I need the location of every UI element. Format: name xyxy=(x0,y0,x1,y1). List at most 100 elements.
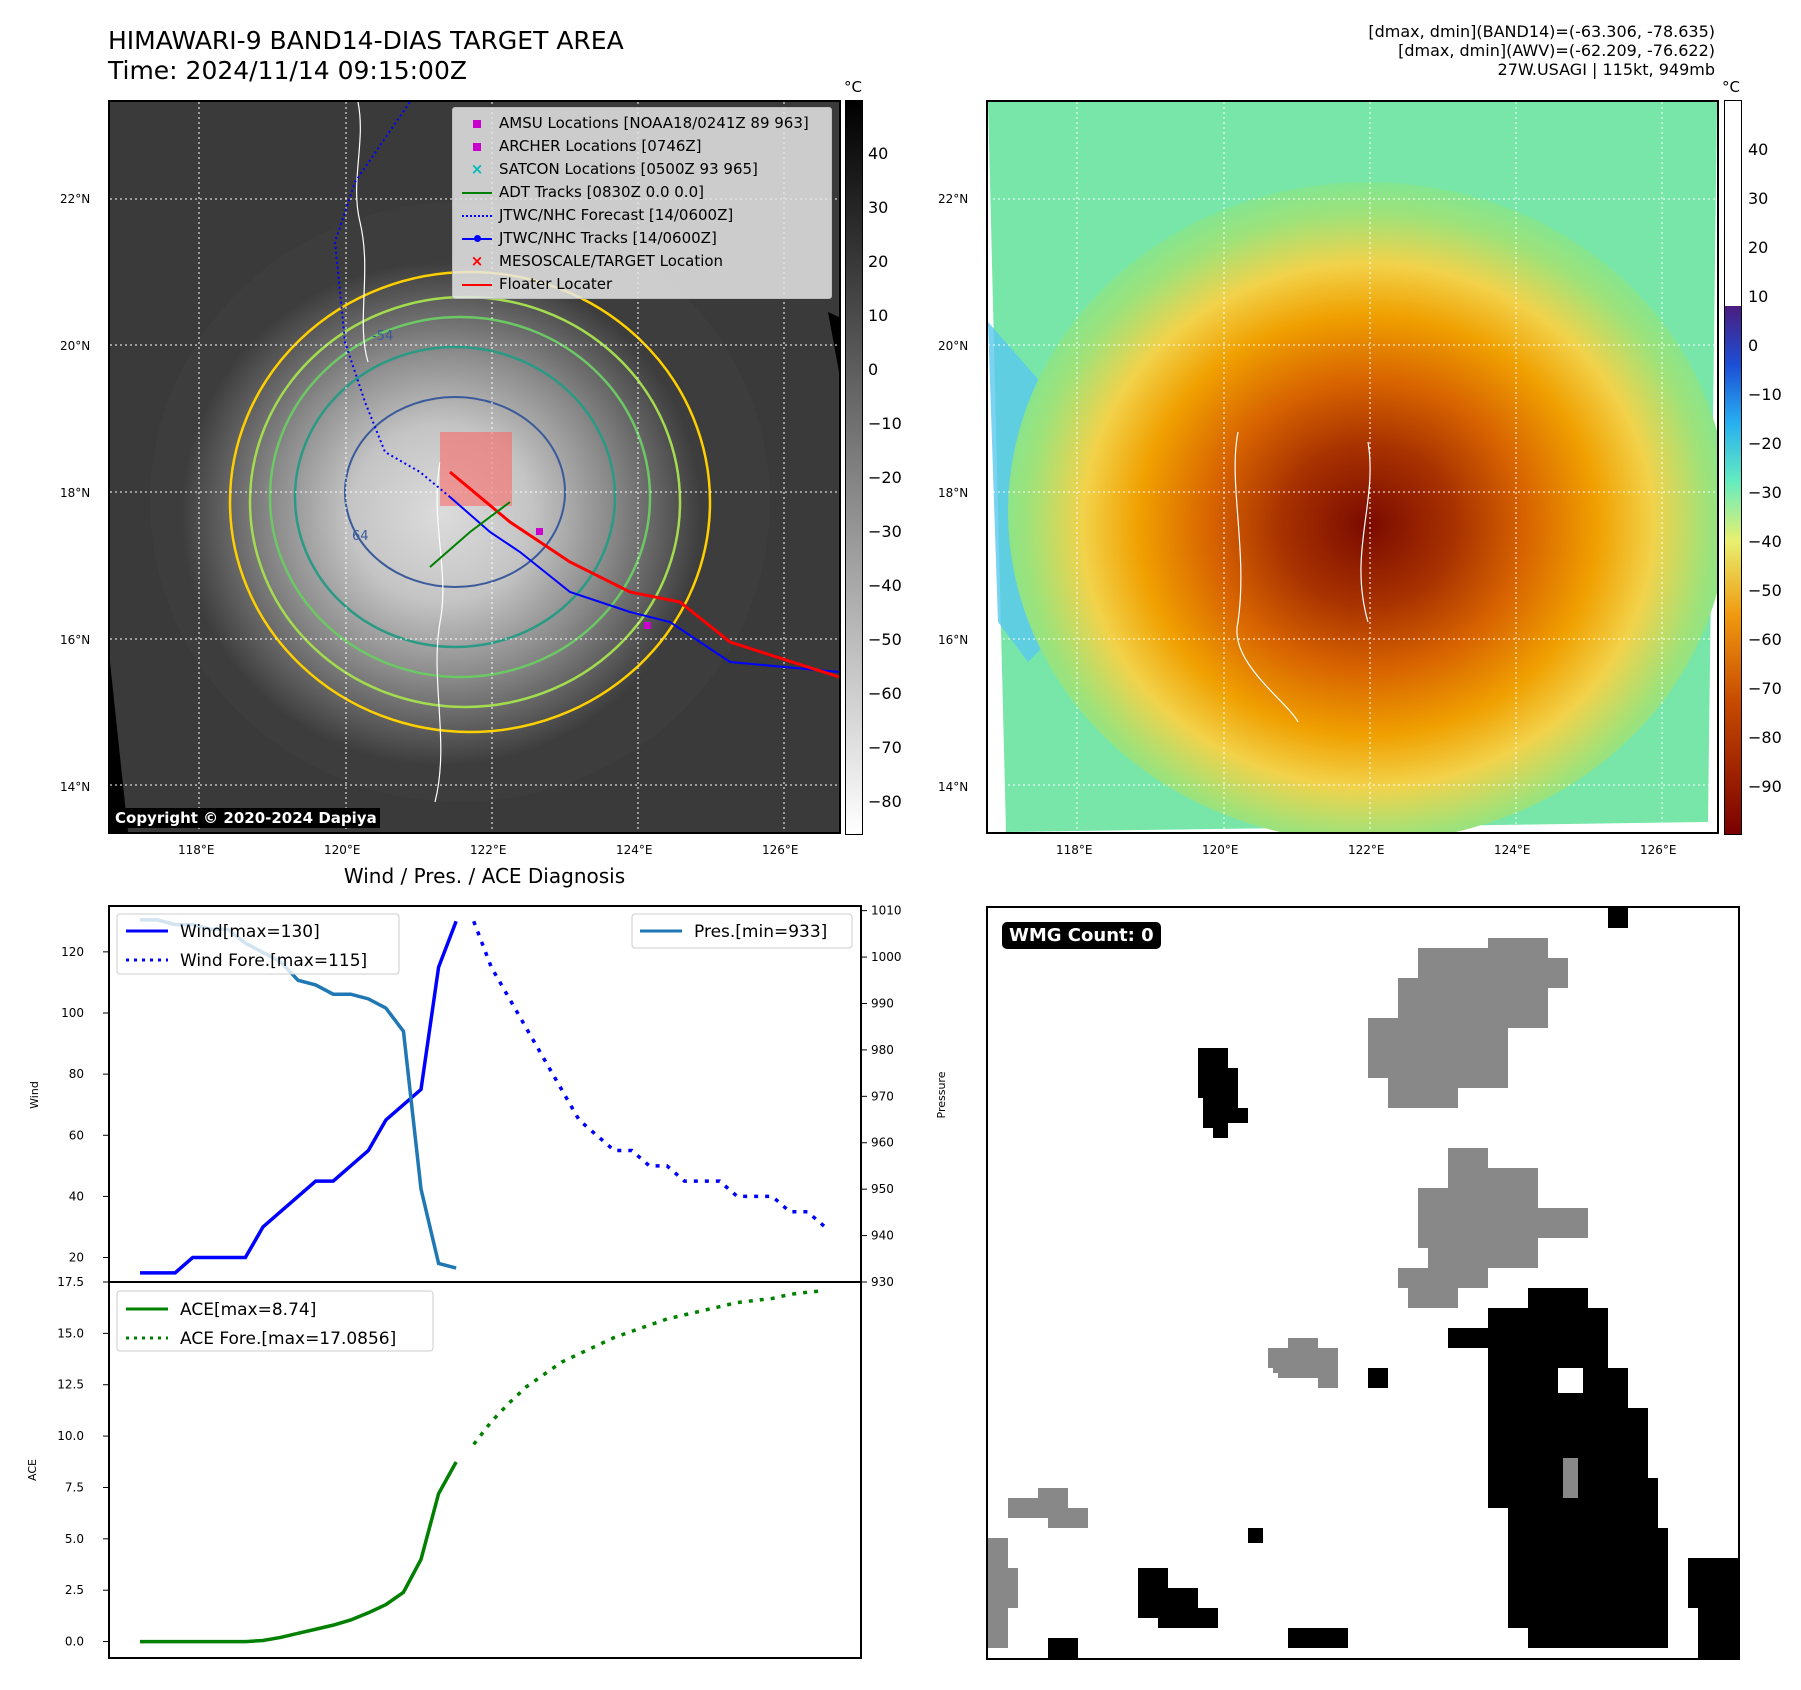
lon-label: 120°E xyxy=(1202,843,1239,857)
legend-symbol xyxy=(459,206,495,224)
y2-tick-label: 1000 xyxy=(871,950,902,964)
diag-title: Wind / Pres. / ACE Diagnosis xyxy=(343,864,626,888)
legend-row: × MESOSCALE/TARGET Location xyxy=(459,250,723,272)
floater-line xyxy=(449,470,839,679)
info-line-2: [dmax, dmin](AWV)=(-62.209, -76.622) xyxy=(1398,41,1715,60)
wind-forecast-line xyxy=(472,920,827,1229)
colorbar-tick: −60 xyxy=(868,684,902,703)
no-data-corner xyxy=(110,662,128,832)
y-tick-label: 80 xyxy=(69,1067,84,1081)
amsu-marker xyxy=(644,622,651,629)
lon-label: 124°E xyxy=(616,843,653,857)
y-tick-label: 40 xyxy=(69,1189,84,1203)
best-track xyxy=(449,496,839,673)
legend-symbol xyxy=(459,275,495,293)
legend-row: ARCHER Locations [0746Z] xyxy=(459,135,702,157)
colorbar-tick: −70 xyxy=(1748,679,1782,698)
lon-label: 122°E xyxy=(470,843,507,857)
legend-row: JTWC/NHC Tracks [14/0600Z] xyxy=(459,227,717,249)
legend-pres-text: Pres.[min=933] xyxy=(694,922,827,942)
hot-core xyxy=(1008,182,1717,832)
map-legend: AMSU Locations [NOAA18/0241Z 89 963] ARCH… xyxy=(452,107,832,299)
y2-tick-label: 970 xyxy=(871,1089,894,1103)
colorbar-tick: −80 xyxy=(1748,728,1782,747)
adt-track xyxy=(429,501,511,568)
legend-symbol xyxy=(459,229,495,247)
legend-row: ADT Tracks [0830Z 0.0 0.0] xyxy=(459,181,704,203)
colorbar-tick: 0 xyxy=(1748,336,1759,355)
lat-label: 22°N xyxy=(938,192,969,206)
colorbar-tick: −80 xyxy=(868,792,902,811)
archer-marker xyxy=(536,528,543,535)
colorbar-tick: −30 xyxy=(1748,483,1782,502)
contour-green xyxy=(268,315,652,679)
colorbar-tick: 40 xyxy=(1748,140,1769,159)
legend-symbol xyxy=(459,183,495,201)
ace-ylabel: ACE xyxy=(26,1459,39,1481)
ace-axes xyxy=(108,1281,862,1659)
y2-tick-label: 980 xyxy=(871,1043,894,1057)
wmg-panel: WMG Count: 0 xyxy=(986,906,1740,1660)
lat-label: 14°N xyxy=(938,780,969,794)
pres-ylabel: Pressure xyxy=(935,1071,948,1118)
lat-label: 16°N xyxy=(60,633,91,647)
lon-label: 120°E xyxy=(324,843,361,857)
lat-label: 20°N xyxy=(60,339,91,353)
colorbar-tick: 30 xyxy=(868,198,889,217)
contour-teal xyxy=(293,345,617,649)
legend-ace-fore-text: ACE Fore.[max=17.0856] xyxy=(180,1329,396,1349)
colorbar-tick: −70 xyxy=(868,738,902,757)
colorbar-tick: −20 xyxy=(868,468,902,487)
colorbar-tick: 20 xyxy=(1748,238,1769,257)
colorbar-tick: −10 xyxy=(1748,385,1782,404)
diagnosis-chart: 120 100 80 60 40 20 1010 1000 990 980 970 960 950 94… xyxy=(26,904,948,1659)
y-tick-label: 20 xyxy=(69,1251,84,1265)
ace-series-line xyxy=(140,1461,458,1644)
legend-wind-fore-text: Wind Fore.[max=115] xyxy=(180,951,367,971)
legend-row: AMSU Locations [NOAA18/0241Z 89 963] xyxy=(459,112,809,134)
pres-ticks: 1010 1000 990 980 970 960 950 940 930 xyxy=(861,904,902,1289)
ace-legend xyxy=(116,1290,434,1352)
ace-ticks: 17.5 15.0 12.5 10.0 7.5 5.0 2.5 0.0 xyxy=(57,1275,109,1649)
colorbar-tick: −60 xyxy=(1748,630,1782,649)
y2-tick-label: 960 xyxy=(871,1136,894,1150)
gray-blobs xyxy=(988,938,1588,1648)
color-cb-unit: °C xyxy=(1722,78,1740,96)
wind-ylabel: Wind xyxy=(28,1081,41,1109)
legend-label: SATCON Locations [0500Z 93 965] xyxy=(499,160,758,178)
y-tick-label: 60 xyxy=(69,1128,84,1142)
colorbar-tick: 10 xyxy=(868,306,889,325)
y-tick-label: 15.0 xyxy=(57,1326,84,1340)
colorbar-tick: −20 xyxy=(1748,434,1782,453)
black-blobs xyxy=(1048,908,1738,1658)
color-map-panel xyxy=(986,100,1719,834)
colorbar-tick: 40 xyxy=(868,144,889,163)
info-block: [dmax, dmin](BAND14)=(-63.306, -78.635) … xyxy=(1015,22,1715,79)
gray-strip xyxy=(1563,1458,1578,1498)
y-tick-label: 120 xyxy=(61,945,84,959)
legend-symbol xyxy=(459,114,495,132)
y-tick-label: 100 xyxy=(61,1006,84,1020)
series-layer xyxy=(140,918,827,1644)
info-line-3: 27W.USAGI | 115kt, 949mb xyxy=(1497,60,1715,79)
lon-label: 126°E xyxy=(762,843,799,857)
colorbar-tick: 0 xyxy=(868,360,879,379)
title-line-2: Time: 2024/11/14 09:15:00Z xyxy=(108,56,467,85)
contour-label: 64 xyxy=(352,529,369,544)
lon-label: 122°E xyxy=(1348,843,1385,857)
legend-wind-text: Wind[max=130] xyxy=(180,922,320,942)
lat-label: 14°N xyxy=(60,780,91,794)
legend-label: ARCHER Locations [0746Z] xyxy=(499,137,702,155)
colorbar-tick: −30 xyxy=(868,522,902,541)
forecast-track xyxy=(333,102,451,498)
colorbar-tick: −50 xyxy=(1748,581,1782,600)
legend-symbol: × xyxy=(470,252,484,270)
legend-symbol xyxy=(459,137,495,155)
copyright-badge: Copyright © 2020-2024 Dapiya xyxy=(112,808,380,828)
no-data-edge xyxy=(828,312,839,372)
legend-label: MESOSCALE/TARGET Location xyxy=(499,252,724,270)
y2-tick-label: 950 xyxy=(871,1182,894,1196)
legend-ace-text: ACE[max=8.74] xyxy=(180,1300,316,1320)
lat-label: 18°N xyxy=(938,486,969,500)
colorbar-tick: −50 xyxy=(868,630,902,649)
